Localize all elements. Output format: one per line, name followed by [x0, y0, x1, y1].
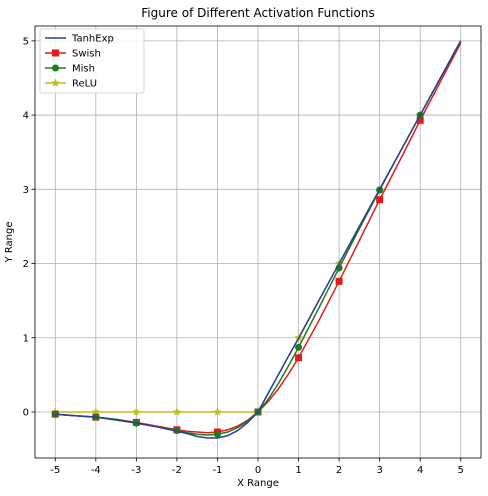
legend-label: Swish	[72, 49, 101, 60]
y-axis-title: Y Range	[4, 222, 15, 264]
x-tick-label: -4	[91, 465, 101, 476]
series-mish	[52, 41, 461, 438]
legend: TanhExp Swish Mish ReLU	[40, 29, 144, 93]
y-tick-label: 5	[23, 36, 29, 47]
legend-label: Mish	[72, 64, 95, 75]
legend-label: ReLU	[72, 79, 97, 90]
ticks: -5 -4 -3 -2 -1 0 1 2 3 4 5 0 1 2 3 4 5	[23, 36, 464, 476]
x-tick-label: 2	[336, 465, 342, 476]
x-tick-label: -1	[212, 465, 222, 476]
data-point-swish	[336, 278, 343, 285]
x-tick-label: -5	[50, 465, 60, 476]
chart-title: Figure of Different Activation Functions	[141, 6, 374, 20]
data-point-swish	[376, 196, 383, 203]
data-point-swish	[295, 354, 302, 361]
data-point-mish	[295, 344, 302, 351]
legend-label: TanhExp	[71, 34, 114, 45]
legend-marker	[52, 50, 59, 57]
x-tick-label: -2	[172, 465, 182, 476]
y-tick-label: 0	[23, 407, 29, 418]
x-tick-label: 5	[458, 465, 464, 476]
x-tick-label: 0	[255, 465, 261, 476]
y-tick-label: 3	[23, 185, 29, 196]
y-tick-label: 1	[23, 333, 29, 344]
x-axis-title: X Range	[237, 478, 279, 489]
x-tick-label: 4	[417, 465, 423, 476]
x-tick-label: 3	[376, 465, 382, 476]
x-tick-label: -3	[131, 465, 141, 476]
y-tick-label: 2	[23, 259, 29, 270]
legend-marker	[52, 65, 59, 72]
x-tick-label: 1	[295, 465, 301, 476]
series-relu	[51, 41, 461, 416]
y-tick-label: 4	[23, 111, 29, 122]
series-layer	[51, 41, 461, 438]
series-swish	[52, 43, 461, 435]
